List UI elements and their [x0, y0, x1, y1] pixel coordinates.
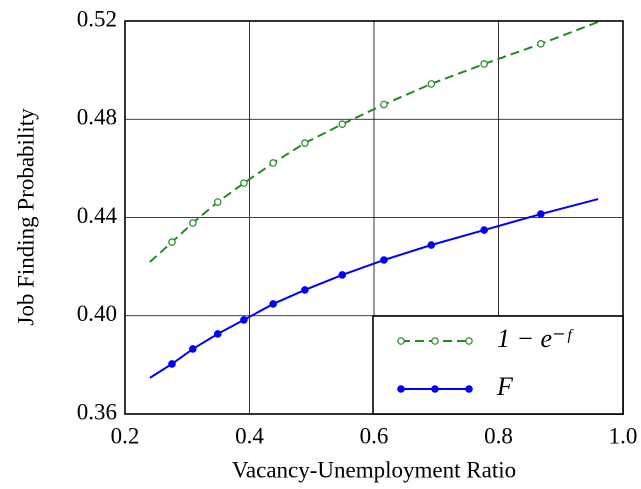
y-tick-label: 0.40: [77, 301, 117, 326]
marker: [480, 226, 488, 234]
marker: [168, 360, 176, 368]
marker: [380, 256, 388, 264]
marker: [338, 120, 347, 128]
legend-marker: [431, 337, 439, 345]
marker: [338, 271, 347, 279]
marker: [537, 40, 545, 48]
legend-marker: [397, 385, 405, 393]
marker: [240, 316, 248, 324]
marker: [480, 60, 488, 68]
y-tick-label: 0.36: [77, 399, 117, 424]
legend-marker: [397, 337, 405, 345]
y-tick-label: 0.48: [77, 105, 117, 130]
marker: [269, 300, 277, 308]
x-tick-label: 0.6: [360, 423, 389, 448]
legend-label: F: [496, 372, 514, 401]
legend-marker: [431, 385, 439, 393]
y-axis-label: Job Finding Probability: [13, 108, 38, 326]
marker: [189, 219, 197, 227]
y-tick-label: 0.44: [77, 203, 118, 228]
legend-marker: [465, 337, 473, 345]
marker: [427, 80, 436, 88]
marker: [269, 159, 277, 167]
marker: [213, 198, 222, 206]
marker: [189, 345, 197, 353]
legend-label: 1 − e⁻ᶠ: [497, 324, 574, 353]
marker: [240, 179, 248, 187]
marker: [301, 286, 309, 294]
marker: [168, 238, 176, 246]
x-tick-label: 1.0: [609, 423, 638, 448]
legend-marker: [465, 385, 473, 393]
marker: [301, 139, 309, 147]
marker: [380, 100, 388, 109]
y-tick-label: 0.52: [77, 6, 117, 31]
marker: [537, 210, 545, 218]
marker: [213, 330, 222, 338]
x-tick-label: 0.4: [235, 423, 264, 448]
x-tick-label: 0.2: [111, 423, 140, 448]
marker: [427, 241, 436, 249]
x-axis-label: Vacancy-Unemployment Ratio: [232, 457, 516, 482]
legend-box: [372, 315, 624, 415]
x-tick-label: 0.8: [484, 423, 513, 448]
